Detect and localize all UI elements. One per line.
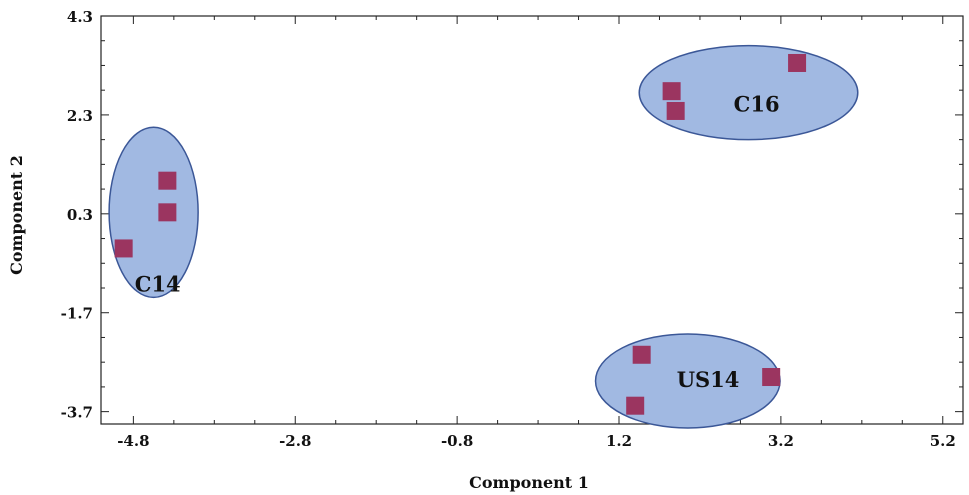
data-point-us14 (762, 368, 781, 387)
axis-ticks: -4.8 -2.8 -0.8 1.2 3.2 5.2 4.3 2.3 0.3 -1.7 -3.7 (61, 8, 963, 450)
plot-frame (100, 15, 964, 425)
x-tick-label: -2.8 (279, 432, 311, 450)
cluster-labels: C14 C16 US14 (135, 91, 780, 391)
data-point-c16 (788, 53, 807, 72)
x-tick-label: 1.2 (606, 432, 632, 450)
y-tick-label: 4.3 (67, 8, 93, 26)
cluster-label-us14: US14 (677, 367, 740, 392)
y-tick-label: 0.3 (67, 206, 93, 224)
y-tick-label: -1.7 (61, 305, 93, 323)
data-point-c16 (662, 82, 681, 101)
y-axis-label: Component 2 (7, 155, 26, 275)
data-point-c14 (158, 203, 177, 222)
cluster-label-c14: C14 (135, 271, 181, 296)
y-tick-label: -3.7 (61, 404, 93, 422)
x-tick-label: -0.8 (441, 432, 473, 450)
data-point-c16 (666, 101, 685, 120)
data-points (114, 53, 807, 415)
data-point-us14 (632, 345, 651, 364)
x-axis-label: Component 1 (469, 473, 589, 492)
x-tick-label: 3.2 (768, 432, 794, 450)
data-point-us14 (626, 396, 645, 415)
x-tick-label: -4.8 (117, 432, 149, 450)
x-tick-label: 5.2 (930, 432, 956, 450)
data-point-c14 (158, 171, 177, 190)
data-point-c14 (114, 239, 133, 258)
y-tick-label: 2.3 (67, 107, 93, 125)
cluster-label-c16: C16 (734, 91, 780, 116)
